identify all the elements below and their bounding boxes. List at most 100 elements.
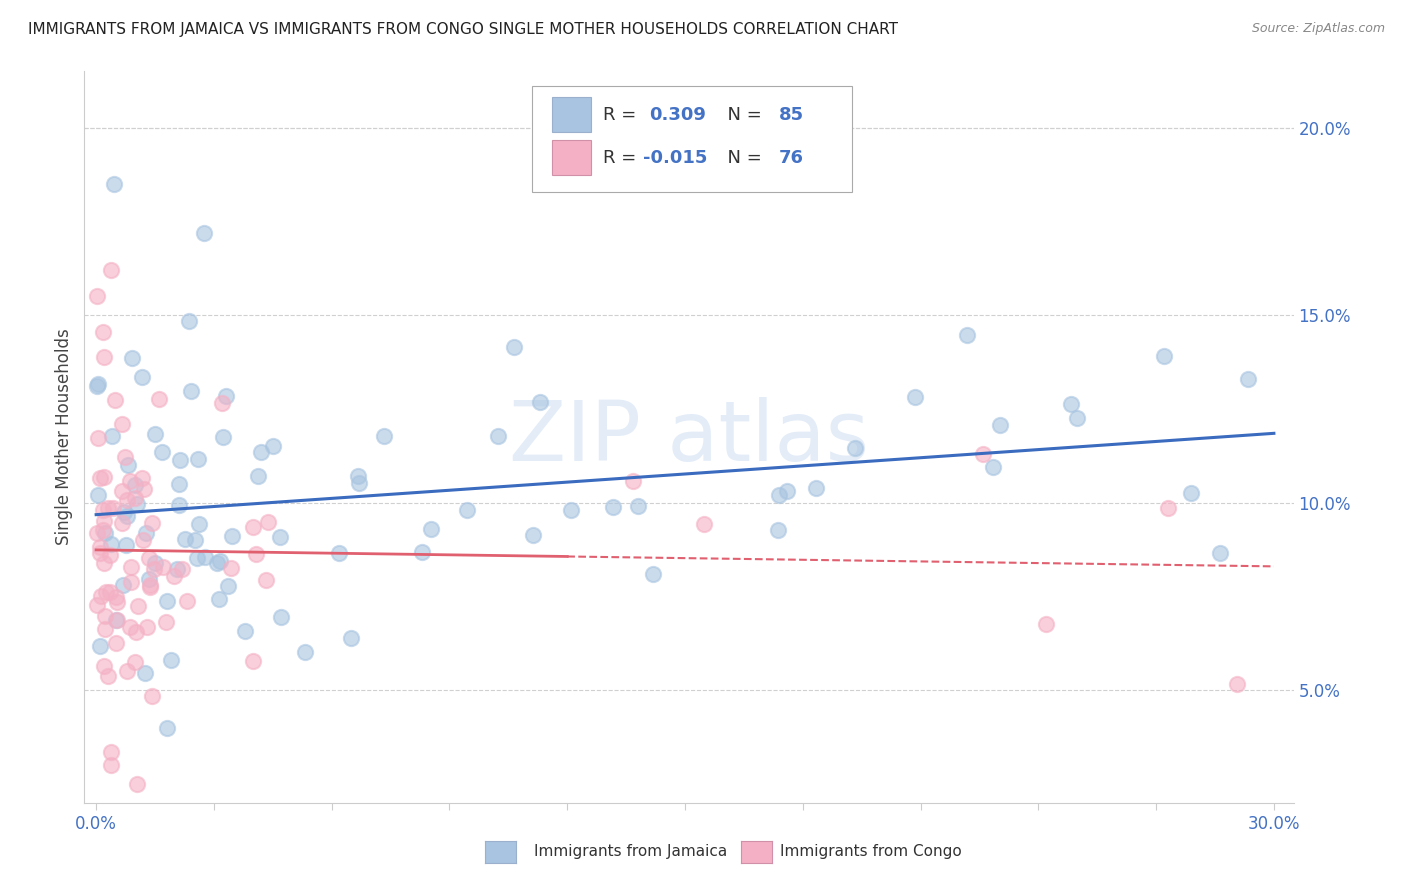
Point	[156, 594, 179, 608]
Point	[150, 445, 173, 459]
Point	[138, 572, 160, 586]
Point	[143, 426, 166, 441]
Point	[97, 669, 120, 683]
Point	[156, 721, 179, 735]
Point	[233, 624, 256, 639]
Point	[135, 525, 157, 540]
Text: 76: 76	[779, 149, 803, 167]
Y-axis label: Single Mother Households: Single Mother Households	[55, 329, 73, 545]
Point	[118, 620, 141, 634]
Point	[270, 610, 292, 624]
Point	[1157, 500, 1180, 515]
Point	[125, 624, 148, 639]
Point	[93, 350, 115, 364]
Point	[219, 561, 242, 575]
Point	[105, 613, 128, 627]
Point	[125, 497, 148, 511]
Point	[117, 458, 139, 472]
Text: N =: N =	[716, 105, 768, 123]
Point	[347, 469, 370, 483]
Point	[420, 523, 443, 537]
Point	[486, 429, 509, 443]
Point	[173, 532, 195, 546]
Point	[134, 665, 156, 680]
Point	[115, 665, 138, 679]
Point	[148, 392, 170, 406]
Point	[104, 636, 127, 650]
Point	[262, 439, 284, 453]
Text: Immigrants from Jamaica: Immigrants from Jamaica	[534, 845, 727, 859]
Point	[100, 758, 122, 772]
Point	[456, 502, 478, 516]
Point	[155, 615, 177, 629]
Point	[132, 533, 155, 547]
Point	[983, 459, 1005, 474]
Point	[1066, 410, 1088, 425]
Point	[502, 340, 524, 354]
Point	[91, 502, 114, 516]
Point	[169, 453, 191, 467]
Text: 85: 85	[779, 105, 804, 123]
Point	[115, 538, 138, 552]
Point	[91, 326, 114, 340]
Point	[180, 384, 202, 399]
Text: R =: R =	[603, 149, 643, 167]
Point	[1236, 371, 1258, 385]
Point	[91, 524, 114, 538]
Point	[87, 431, 110, 445]
Point	[208, 591, 231, 606]
Point	[124, 478, 146, 492]
Point	[602, 500, 624, 514]
Point	[186, 550, 208, 565]
Point	[111, 577, 134, 591]
Point	[89, 540, 111, 554]
Point	[1226, 677, 1249, 691]
Point	[100, 745, 122, 759]
Point	[159, 652, 181, 666]
Point	[141, 690, 163, 704]
Point	[89, 639, 111, 653]
Text: ZIP atlas: ZIP atlas	[509, 397, 869, 477]
Point	[179, 314, 201, 328]
Point	[804, 481, 827, 495]
Point	[121, 351, 143, 365]
Point	[1209, 546, 1232, 560]
Point	[93, 659, 115, 673]
Point	[169, 477, 191, 491]
Point	[844, 441, 866, 455]
Point	[205, 556, 228, 570]
Point	[138, 578, 160, 592]
Point	[120, 560, 142, 574]
Point	[693, 516, 716, 531]
Point	[172, 561, 194, 575]
Point	[120, 574, 142, 589]
Point	[193, 226, 215, 240]
Point	[94, 622, 117, 636]
FancyBboxPatch shape	[531, 86, 852, 192]
Text: N =: N =	[716, 149, 768, 167]
Point	[529, 394, 551, 409]
Point	[131, 370, 153, 384]
Point	[988, 418, 1011, 433]
Point	[211, 430, 233, 444]
Point	[257, 515, 280, 529]
Point	[141, 516, 163, 530]
Text: IMMIGRANTS FROM JAMAICA VS IMMIGRANTS FROM CONGO SINGLE MOTHER HOUSEHOLDS CORREL: IMMIGRANTS FROM JAMAICA VS IMMIGRANTS FR…	[28, 22, 898, 37]
Point	[125, 777, 148, 791]
Point	[105, 590, 128, 604]
Point	[86, 599, 108, 613]
Point	[1035, 617, 1057, 632]
Point	[621, 474, 644, 488]
Point	[411, 545, 433, 559]
Point	[215, 389, 238, 403]
Point	[86, 289, 108, 303]
Text: 0.309: 0.309	[650, 105, 706, 123]
Point	[111, 484, 134, 499]
Point	[132, 482, 155, 496]
Point	[340, 631, 363, 645]
Point	[194, 549, 217, 564]
Text: R =: R =	[603, 105, 643, 123]
Point	[135, 620, 157, 634]
Point	[94, 526, 117, 541]
Point	[98, 585, 121, 599]
